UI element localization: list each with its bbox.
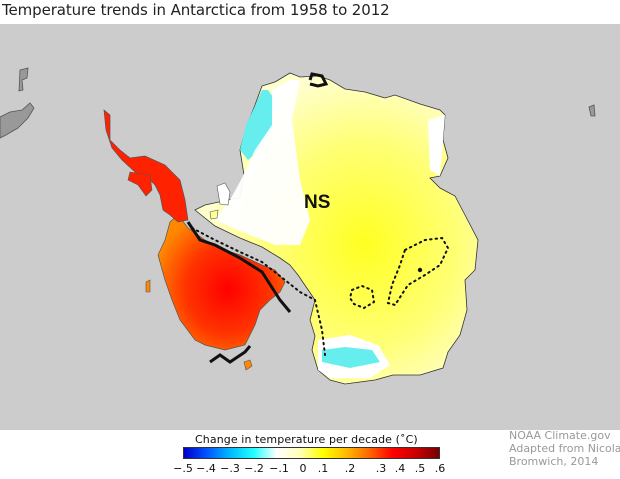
neutral-region bbox=[428, 115, 445, 176]
significance-contour-solid bbox=[209, 345, 252, 364]
cooling-region bbox=[240, 90, 275, 160]
tick-label: −.3 bbox=[220, 462, 240, 475]
small-island bbox=[209, 209, 219, 220]
significance-contour-solid bbox=[186, 221, 292, 313]
tick-label: −.1 bbox=[269, 462, 289, 475]
significance-contour-solid bbox=[308, 72, 329, 88]
small-island bbox=[145, 279, 151, 293]
ns-annotation: NS bbox=[304, 192, 331, 213]
peninsula-island bbox=[127, 171, 153, 197]
significance-contour-dotted bbox=[191, 227, 326, 356]
credit-citation: Bromwich, 2014 bbox=[509, 455, 599, 468]
tick-label: −.2 bbox=[244, 462, 264, 475]
tick-label: .5 bbox=[414, 462, 426, 475]
colorbar-ticks: −.5 −.4 −.3 −.2 −.1 0 .1 .2 .3 .4 .5 .6 bbox=[172, 462, 448, 476]
chart-title: Temperature trends in Antarctica from 19… bbox=[2, 1, 390, 19]
west-antarctica bbox=[157, 214, 286, 351]
island-shape bbox=[588, 104, 596, 117]
credit-source: NOAA Climate.gov bbox=[509, 429, 611, 442]
south-america-tip bbox=[0, 102, 35, 139]
cooling-region bbox=[322, 347, 380, 368]
significance-point bbox=[417, 267, 423, 273]
antarctic-peninsula bbox=[103, 109, 189, 223]
credit-block: NOAA Climate.gov Adapted from Nicolas, B… bbox=[509, 429, 620, 468]
small-island bbox=[216, 182, 231, 206]
neutral-region bbox=[215, 80, 310, 245]
legend-title: Change in temperature per decade (˚C) bbox=[195, 433, 418, 446]
tick-label: .1 bbox=[317, 462, 329, 475]
colorbar bbox=[183, 447, 440, 459]
tick-label: 0 bbox=[299, 462, 307, 475]
tick-label: .6 bbox=[434, 462, 446, 475]
significance-contour-dotted bbox=[348, 284, 376, 310]
significance-contour-dotted bbox=[386, 236, 450, 307]
tick-label: .3 bbox=[375, 462, 387, 475]
tick-label: .4 bbox=[394, 462, 406, 475]
island-shape bbox=[18, 67, 29, 92]
map-graphic bbox=[0, 67, 596, 385]
tick-label: .2 bbox=[344, 462, 356, 475]
tick-label: −.5 bbox=[173, 462, 193, 475]
antarctica-map: NS bbox=[0, 24, 620, 430]
credit-adapted: Adapted from Nicolas, bbox=[509, 442, 620, 455]
tick-label: −.4 bbox=[196, 462, 216, 475]
small-island bbox=[243, 359, 253, 371]
